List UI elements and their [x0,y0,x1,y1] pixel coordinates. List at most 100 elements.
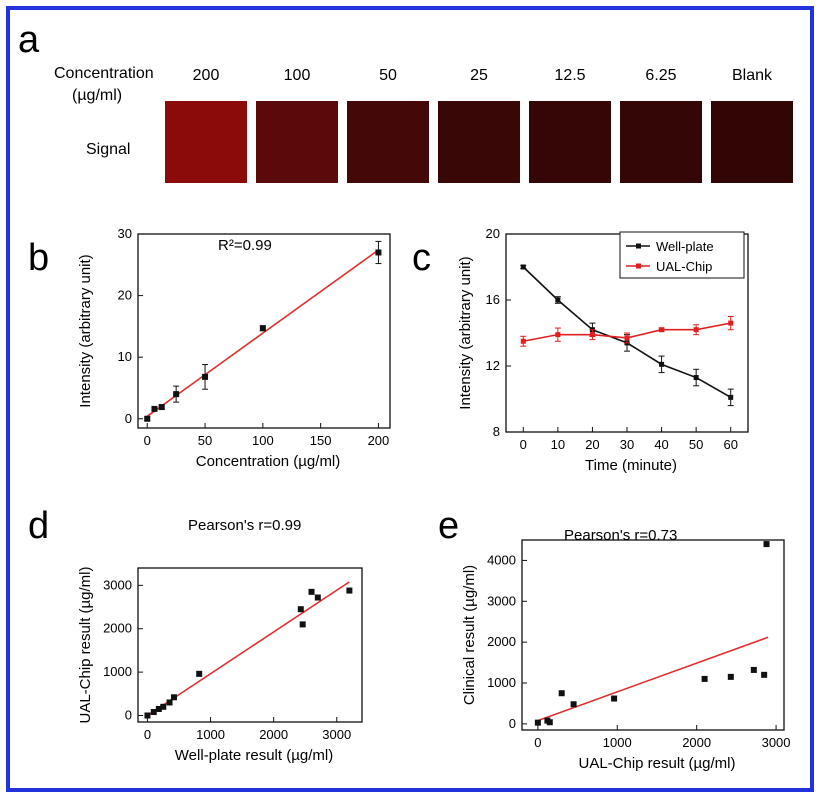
x-tick-label: 0 [144,433,151,448]
data-point [346,587,353,594]
x-tick-label: 1000 [196,727,225,742]
y-tick-label: 8 [493,424,500,439]
data-point [299,621,306,628]
data-point [546,719,553,726]
annotation: Pearson's r=0.99 [188,517,301,534]
annotation: Pearson's r=0.73 [564,527,677,544]
x-tick-label: 3000 [762,735,791,750]
data-point [166,699,173,706]
x-tick-label: 30 [620,437,634,452]
signal-swatch-1 [256,101,338,183]
x-axis-label: Well-plate result (µg/ml) [175,747,333,764]
data-point [144,415,151,422]
fit-line [147,581,350,717]
signal-swatch-3 [438,101,520,183]
panel-letter-e: e [438,505,459,547]
x-axis-label: UAL-Chip result (µg/ml) [578,755,735,772]
panel-letter-a: a [18,19,40,61]
data-point [728,394,734,400]
signal-swatch-0 [165,101,247,183]
plot-frame [137,567,363,723]
concentration-label-1: 100 [284,67,311,84]
x-tick-label: 3000 [322,727,351,742]
data-point [158,404,165,411]
concentration-label-4: 12.5 [554,67,585,84]
data-point [624,335,630,341]
legend-label-0: Well-plate [656,239,714,254]
data-point [308,588,315,595]
data-point [555,332,561,338]
data-point [659,327,665,333]
legend-marker [636,243,641,249]
x-tick-label: 0 [144,727,151,742]
signal-swatch-2 [347,101,429,183]
data-point [555,297,561,303]
data-point [150,709,157,716]
plot-frame [521,539,785,731]
y-tick-label: 20 [118,288,132,303]
x-tick-label: 50 [689,437,703,452]
x-axis-label: Concentration (µg/ml) [196,453,341,470]
panel-letter-c: c [412,237,431,279]
concentration-label-3: 25 [470,67,488,84]
data-point [558,690,565,697]
x-tick-label: 10 [551,437,565,452]
data-point [727,673,734,680]
data-point [375,249,382,256]
signal-swatches: 200 100 50 25 12.5 6.25 Blank [165,67,793,183]
data-point [570,701,577,708]
x-tick-label: 50 [198,433,212,448]
signal-swatch-4 [529,101,611,183]
data-point [763,541,770,548]
x-tick-label: 0 [520,437,527,452]
panel-letter-b: b [28,237,49,279]
data-point [589,332,595,338]
y-axis-label: Intensity (arbitrary unit) [457,256,474,409]
y-tick-label: 3000 [487,593,516,608]
data-point [611,695,618,702]
data-point [520,338,526,344]
x-tick-label: 20 [585,437,599,452]
y-tick-label: 0 [125,707,132,722]
data-point [170,694,177,701]
y-tick-label: 30 [118,226,132,241]
y-tick-label: 2000 [487,634,516,649]
data-point [701,675,708,682]
chart-c: c 0 10 20 30 40 50 60 8 12 16 20 Time (minute) Intens… [412,226,749,474]
data-point [173,391,180,398]
chart-b: b 0 50 100 150 200 0 10 20 30 Concentration (µg/ml… [28,226,391,470]
y-tick-label: 2000 [103,621,132,636]
x-tick-label: 60 [723,437,737,452]
y-axis-label: Clinical result (µg/ml) [461,565,478,705]
fit-line [146,249,379,417]
x-tick-label: 150 [310,433,332,448]
data-point [155,705,162,712]
data-point [196,670,203,677]
y-tick-label: 3000 [103,577,132,592]
data-point [314,594,321,601]
data-point [160,703,167,710]
legend-box [619,231,745,279]
x-axis-label: Time (minute) [585,457,677,474]
legend-marker [636,263,641,269]
y-tick-label: 16 [486,292,500,307]
y-axis-label: UAL-Chip result (µg/ml) [77,566,94,723]
data-point [297,606,304,613]
data-point [659,361,665,367]
y-tick-label: 12 [486,358,500,373]
chart-d: d 0 1000 2000 3000 0 1000 2000 3000 Well-plate re… [28,505,363,764]
x-tick-label: 2000 [259,727,288,742]
concentration-label-0: 200 [193,67,220,84]
plot-frame [137,233,391,429]
data-point [534,719,541,726]
data-point [151,405,158,412]
row-label-concentration: Concentration [54,65,154,82]
panel-letter-d: d [28,505,49,547]
x-tick-label: 40 [654,437,668,452]
signal-swatch-6 [711,101,793,183]
x-tick-label: 200 [368,433,390,448]
annotation: R²=0.99 [218,237,272,254]
x-tick-label: 2000 [682,735,711,750]
data-point [693,375,699,381]
